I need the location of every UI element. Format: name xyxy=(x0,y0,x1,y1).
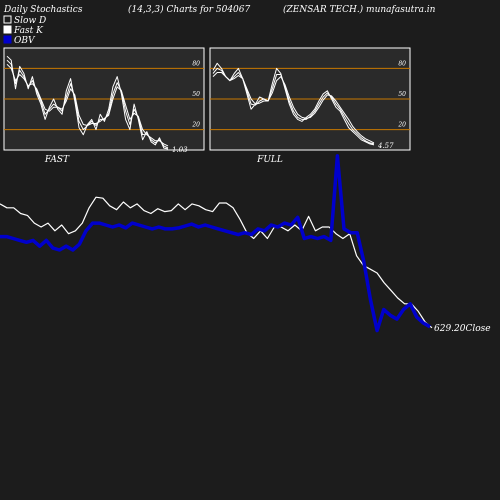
legend-swatch-fast-k xyxy=(3,25,12,34)
level-label-50: 50 xyxy=(192,91,200,98)
stoch-line-1 xyxy=(212,62,375,146)
header-right: (ZENSAR TECH.) munafasutra.in xyxy=(283,4,436,15)
fast-stochastic-panel: 80 50 20 1.03 xyxy=(3,47,205,154)
legend: Slow D Fast K OBV xyxy=(3,15,46,46)
legend-label-fast-k: Fast K xyxy=(13,26,44,36)
fast-panel-label: FAST xyxy=(44,155,70,165)
header-center: (14,3,3) Charts for 504067 xyxy=(128,4,250,15)
stoch-line-2 xyxy=(212,67,375,145)
close-label: 629.20Close xyxy=(434,324,491,334)
header-title: Daily Stochastics xyxy=(3,5,83,15)
level-label-50: 50 xyxy=(398,91,406,98)
last-value-label: 4.57 xyxy=(377,142,394,150)
stoch-line-3 xyxy=(212,72,375,144)
price-obv-chart: 629.20Close xyxy=(0,154,491,334)
legend-label-obv: OBV xyxy=(14,36,36,46)
level-label-20: 20 xyxy=(397,122,406,129)
level-label-80: 80 xyxy=(398,60,406,67)
level-label-20: 20 xyxy=(191,122,200,129)
full-stochastic-panel: 80 50 20 4.57 xyxy=(209,47,411,151)
obv-line xyxy=(0,154,431,333)
stoch-line-3 xyxy=(6,63,169,147)
legend-label-slow-d: Slow D xyxy=(14,16,46,26)
stoch-line-1 xyxy=(6,55,169,150)
level-label-80: 80 xyxy=(192,60,200,67)
full-panel-label: FULL xyxy=(256,155,283,165)
legend-swatch-slow-d xyxy=(3,15,12,24)
legend-swatch-obv xyxy=(3,35,12,44)
last-value-label: 1.03 xyxy=(172,146,188,154)
price-line xyxy=(0,196,433,329)
